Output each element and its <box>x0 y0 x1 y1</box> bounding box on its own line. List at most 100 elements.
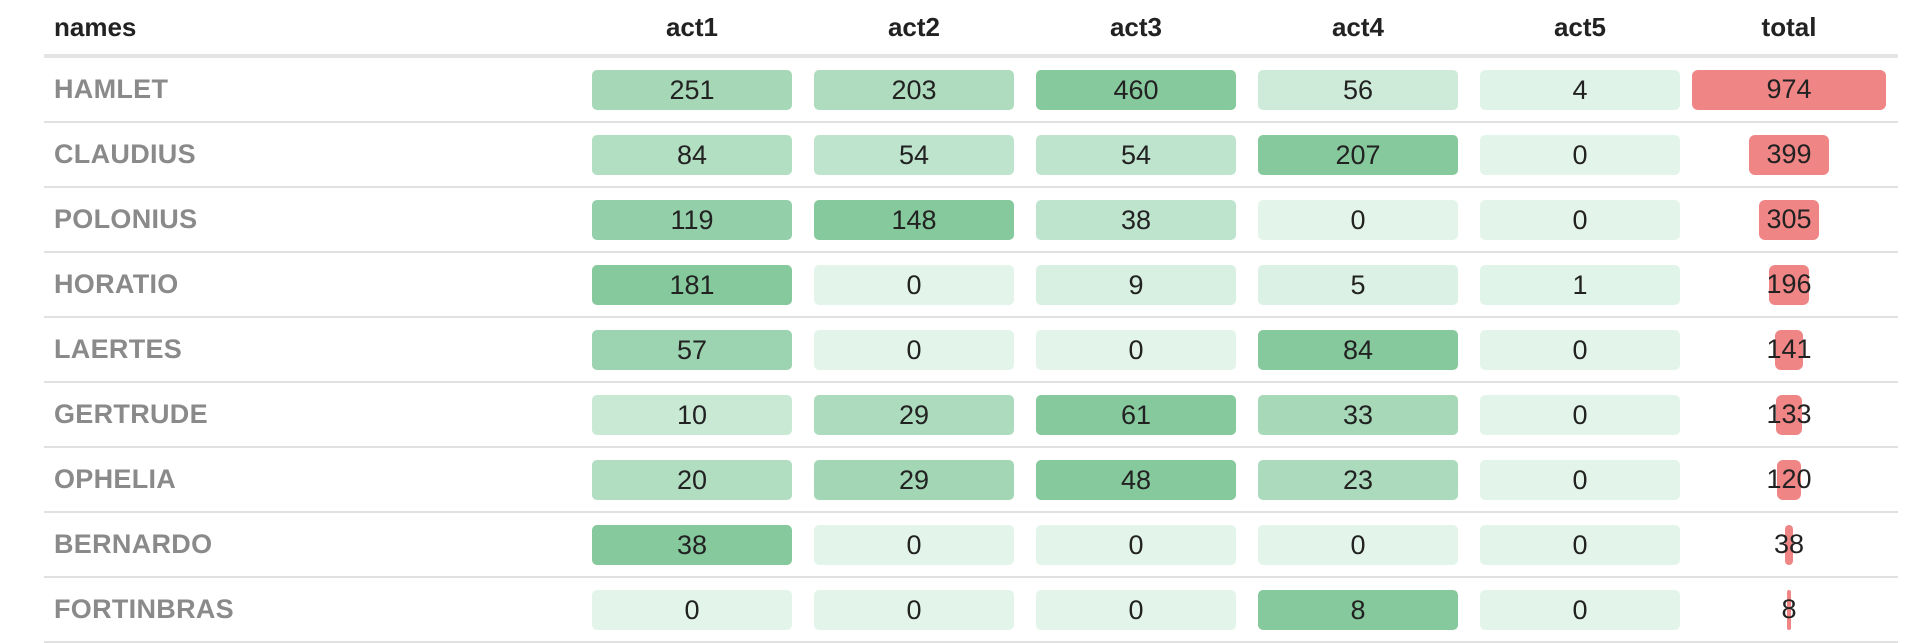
act-value-tile: 0 <box>814 525 1014 565</box>
act-value-tile: 0 <box>1480 590 1680 630</box>
table-row: LAERTES 57 0 0 84 0 141 <box>44 318 1898 383</box>
total-value: 974 <box>1766 74 1812 104</box>
column-header-act1: act1 <box>665 11 719 42</box>
total-cell: 196 <box>1692 253 1886 316</box>
act-value-tile: 4 <box>1480 70 1680 110</box>
row-name: HAMLET <box>54 74 169 104</box>
total-value: 120 <box>1766 464 1812 494</box>
act-value-tile: 0 <box>1480 330 1680 370</box>
total-value: 133 <box>1766 399 1812 429</box>
column-header-total: total <box>1761 11 1817 42</box>
table-row: FORTINBRAS 0 0 0 8 0 8 <box>44 578 1898 643</box>
total-cell: 38 <box>1692 513 1886 576</box>
total-value: 38 <box>1773 529 1805 559</box>
total-cell: 974 <box>1692 58 1886 121</box>
act-value-tile: 0 <box>1258 525 1458 565</box>
column-header-act5: act5 <box>1553 11 1607 42</box>
act-value-tile: 207 <box>1258 135 1458 175</box>
total-value: 399 <box>1766 139 1812 169</box>
act-value-tile: 54 <box>814 135 1014 175</box>
act-value-tile: 0 <box>814 265 1014 305</box>
act-value-tile: 38 <box>592 525 792 565</box>
act-value-tile: 460 <box>1036 70 1236 110</box>
act-value-tile: 0 <box>1258 200 1458 240</box>
total-bar <box>1777 460 1801 500</box>
act-value-tile: 84 <box>1258 330 1458 370</box>
act-value-tile: 148 <box>814 200 1014 240</box>
total-cell: 399 <box>1692 123 1886 186</box>
total-value: 141 <box>1766 334 1812 364</box>
total-bar <box>1758 200 1820 240</box>
act-value-tile: 203 <box>814 70 1014 110</box>
row-name: OPHELIA <box>54 464 177 494</box>
table-row: HAMLET 251 203 460 56 4 974 <box>44 58 1898 123</box>
total-bar <box>1769 265 1809 305</box>
total-bar <box>1775 395 1803 435</box>
act-value-tile: 20 <box>592 460 792 500</box>
character-lines-table: names act1 act2 act3 act4 act5 total HAMLET 251… <box>44 0 1898 643</box>
column-header-act4: act4 <box>1331 11 1385 42</box>
act-value-tile: 61 <box>1036 395 1236 435</box>
act-value-tile: 9 <box>1036 265 1236 305</box>
table-header: names act1 act2 act3 act4 act5 total <box>44 0 1898 58</box>
row-name: BERNARDO <box>54 529 213 559</box>
act-value-tile: 0 <box>814 330 1014 370</box>
table-row: POLONIUS 119 148 38 0 0 305 <box>44 188 1898 253</box>
act-value-tile: 23 <box>1258 460 1458 500</box>
act-value-tile: 84 <box>592 135 792 175</box>
act-value-tile: 0 <box>1480 395 1680 435</box>
total-value: 196 <box>1766 269 1812 299</box>
total-value: 305 <box>1766 204 1812 234</box>
total-cell: 305 <box>1692 188 1886 251</box>
act-value-tile: 54 <box>1036 135 1236 175</box>
act-value-tile: 56 <box>1258 70 1458 110</box>
total-bar <box>1749 135 1829 175</box>
act-value-tile: 0 <box>1480 135 1680 175</box>
act-value-tile: 0 <box>1480 525 1680 565</box>
table-row: GERTRUDE 10 29 61 33 0 133 <box>44 383 1898 448</box>
act-value-tile: 0 <box>1036 330 1236 370</box>
row-name: CLAUDIUS <box>54 139 196 169</box>
act-value-tile: 48 <box>1036 460 1236 500</box>
table-row: CLAUDIUS 84 54 54 207 0 399 <box>44 123 1898 188</box>
total-value: 8 <box>1781 594 1797 624</box>
act-value-tile: 0 <box>1036 525 1236 565</box>
row-name: HORATIO <box>54 269 179 299</box>
table-row: HORATIO 181 0 9 5 1 196 <box>44 253 1898 318</box>
act-value-tile: 57 <box>592 330 792 370</box>
act-value-tile: 1 <box>1480 265 1680 305</box>
total-bar <box>1785 525 1793 565</box>
row-name: FORTINBRAS <box>54 594 234 624</box>
act-value-tile: 0 <box>1480 200 1680 240</box>
act-value-tile: 0 <box>592 590 792 630</box>
table-body: HAMLET 251 203 460 56 4 974 CLAUDIUS 84 54 54 207 0 3… <box>44 58 1898 643</box>
act-value-tile: 5 <box>1258 265 1458 305</box>
row-name: GERTRUDE <box>54 399 208 429</box>
act-value-tile: 251 <box>592 70 792 110</box>
act-value-tile: 10 <box>592 395 792 435</box>
act-value-tile: 119 <box>592 200 792 240</box>
column-header-names: names <box>54 11 137 42</box>
total-bar <box>1692 70 1886 110</box>
act-value-tile: 29 <box>814 460 1014 500</box>
column-header-act2: act2 <box>887 11 941 42</box>
column-header-act3: act3 <box>1109 11 1163 42</box>
act-value-tile: 0 <box>1036 590 1236 630</box>
act-value-tile: 0 <box>1480 460 1680 500</box>
act-value-tile: 181 <box>592 265 792 305</box>
act-value-tile: 0 <box>814 590 1014 630</box>
total-cell: 8 <box>1692 578 1886 641</box>
table-row: OPHELIA 20 29 48 23 0 120 <box>44 448 1898 513</box>
act-value-tile: 33 <box>1258 395 1458 435</box>
act-value-tile: 8 <box>1258 590 1458 630</box>
act-value-tile: 29 <box>814 395 1014 435</box>
row-name: POLONIUS <box>54 204 198 234</box>
row-name: LAERTES <box>54 334 183 364</box>
total-cell: 133 <box>1692 383 1886 446</box>
act-value-tile: 38 <box>1036 200 1236 240</box>
table-row: BERNARDO 38 0 0 0 0 38 <box>44 513 1898 578</box>
total-bar <box>1787 590 1791 630</box>
total-cell: 120 <box>1692 448 1886 511</box>
total-bar <box>1774 330 1804 370</box>
total-cell: 141 <box>1692 318 1886 381</box>
